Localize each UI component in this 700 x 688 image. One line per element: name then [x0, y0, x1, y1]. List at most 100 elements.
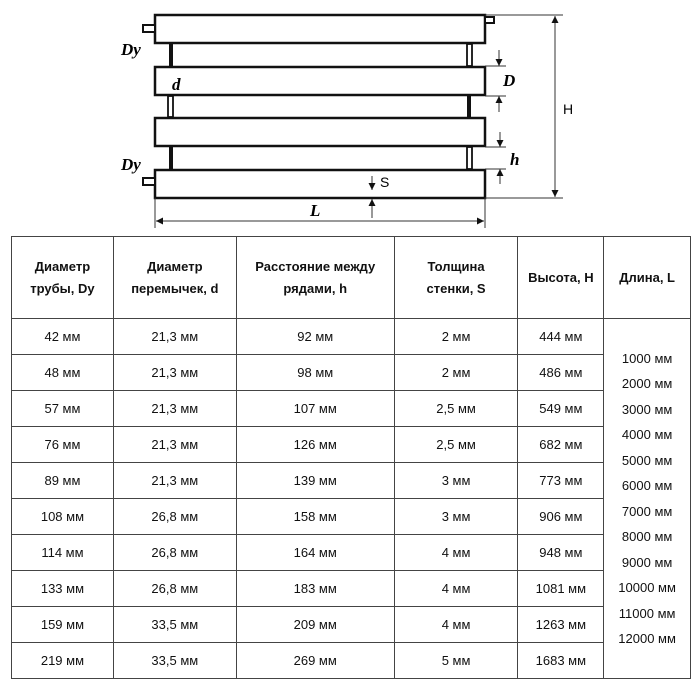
cell-jumper-diameter: 26,8 мм	[112, 498, 237, 535]
cell-jumper-diameter: 26,8 мм	[112, 534, 237, 571]
cell-pipe-diameter: 159 мм	[11, 606, 114, 643]
length-value: 7000 мм	[621, 503, 673, 519]
jumper	[466, 146, 473, 170]
cell-height: 906 мм	[517, 498, 605, 535]
length-value: 11000 мм	[618, 605, 676, 621]
cell-jumper-diameter: 21,3 мм	[112, 390, 237, 427]
cell-jumper-diameter: 21,3 мм	[112, 318, 237, 355]
cell-wall-thickness: 2 мм	[393, 354, 519, 391]
cell-pipe-diameter: 219 мм	[11, 642, 114, 679]
cell-row-spacing: 158 мм	[235, 498, 395, 535]
cell-jumper-diameter: 21,3 мм	[112, 426, 237, 463]
cell-height: 486 мм	[517, 354, 605, 391]
pipe-2	[153, 65, 487, 97]
cell-wall-thickness: 4 мм	[393, 534, 519, 571]
cell-jumper-diameter: 21,3 мм	[112, 354, 237, 391]
table-row: 89 мм 21,3 мм 139 мм 3 мм 773 мм	[11, 462, 691, 499]
pipe-1	[153, 13, 487, 45]
specs-table: Диаметр трубы, Dy Диаметр перемычек, d Р…	[11, 236, 691, 679]
label-H: H	[563, 101, 573, 117]
label-D: D	[502, 71, 515, 90]
jumper	[167, 95, 174, 118]
table-row: 133 мм 26,8 мм 183 мм 4 мм 1081 мм	[11, 570, 691, 607]
length-value: 10000 мм	[618, 580, 676, 595]
header-length: Длина, L	[603, 236, 691, 319]
cell-row-spacing: 98 мм	[235, 354, 395, 391]
cell-row-spacing: 183 мм	[235, 570, 395, 607]
cell-pipe-diameter: 114 мм	[11, 534, 114, 571]
radiator-diagram: Dy Dy d D H h S L	[120, 13, 573, 228]
cell-wall-thickness: 2 мм	[393, 318, 519, 355]
length-value: 5000 мм	[621, 452, 673, 468]
cell-pipe-diameter: 89 мм	[11, 462, 114, 499]
cell-row-spacing: 209 мм	[235, 606, 395, 643]
cell-row-spacing: 126 мм	[235, 426, 395, 463]
nipple-top-right	[484, 16, 495, 24]
cell-wall-thickness: 4 мм	[393, 570, 519, 607]
header-row: Диаметр трубы, Dy Диаметр перемычек, d Р…	[11, 236, 691, 319]
length-value: 1000 мм	[621, 350, 673, 366]
cell-pipe-diameter: 108 мм	[11, 498, 114, 535]
cell-wall-thickness: 4 мм	[393, 606, 519, 643]
cell-row-spacing: 269 мм	[235, 642, 395, 679]
table-row: 219 мм 33,5 мм 269 мм 5 мм 1683 мм	[11, 642, 691, 679]
cell-height: 444 мм	[517, 318, 605, 355]
cell-row-spacing: 107 мм	[235, 390, 395, 427]
table-row: 159 мм 33,5 мм 209 мм 4 мм 1263 мм	[11, 606, 691, 643]
cell-pipe-diameter: 133 мм	[11, 570, 114, 607]
cell-jumper-diameter: 33,5 мм	[112, 606, 237, 643]
jumper	[169, 44, 173, 66]
header-jumper-diameter: Диаметр перемычек, d	[112, 236, 237, 319]
cell-height: 773 мм	[517, 462, 605, 499]
cell-height: 1683 мм	[517, 642, 605, 679]
label-L: L	[309, 201, 320, 220]
header-pipe-diameter: Диаметр трубы, Dy	[11, 236, 114, 319]
nipple-top-left	[142, 24, 156, 33]
cell-wall-thickness: 3 мм	[393, 498, 519, 535]
cell-jumper-diameter: 21,3 мм	[112, 462, 237, 499]
cell-jumper-diameter: 26,8 мм	[112, 570, 237, 607]
cell-pipe-diameter: 42 мм	[11, 318, 114, 355]
jumper	[169, 147, 173, 169]
header-row-spacing: Расстояние между рядами, h	[235, 236, 395, 319]
cell-row-spacing: 139 мм	[235, 462, 395, 499]
cell-wall-thickness: 3 мм	[393, 462, 519, 499]
table-row: 42 мм 21,3 мм 92 мм 2 мм 444 мм 1000 мм 2000 м…	[11, 318, 691, 679]
label-dy-top: Dy	[120, 40, 141, 59]
cell-pipe-diameter: 48 мм	[11, 354, 114, 391]
cell-jumper-diameter: 33,5 мм	[112, 642, 237, 679]
length-value: 8000 мм	[621, 529, 673, 544]
cell-pipe-diameter: 57 мм	[11, 390, 114, 427]
length-value: 12000 мм	[618, 631, 676, 646]
length-value: 3000 мм	[621, 401, 673, 417]
cell-pipe-diameter: 76 мм	[11, 426, 114, 463]
length-value: 9000 мм	[621, 554, 673, 570]
nipple-bottom-left	[142, 177, 156, 186]
cell-row-spacing: 92 мм	[235, 318, 395, 355]
cell-height: 682 мм	[517, 426, 605, 463]
label-h: h	[510, 150, 519, 169]
table-row: 48 мм 21,3 мм 98 мм 2 мм 486 мм	[11, 354, 691, 391]
cell-wall-thickness: 2,5 мм	[393, 426, 519, 463]
table-row: 57 мм 21,3 мм 107 мм 2,5 мм 549 мм	[11, 390, 691, 427]
pipe-4	[153, 168, 487, 200]
table-row: 114 мм 26,8 мм 164 мм 4 мм 948 мм	[11, 534, 691, 571]
jumper	[466, 43, 473, 67]
table-row: 76 мм 21,3 мм 126 мм 2,5 мм 682 мм	[11, 426, 691, 463]
cell-height: 948 мм	[517, 534, 605, 571]
cell-height: 549 мм	[517, 390, 605, 427]
header-wall-thickness: Толщина стенки, S	[393, 236, 519, 319]
cell-height: 1263 мм	[517, 606, 605, 643]
jumper	[467, 96, 471, 117]
length-value: 4000 мм	[621, 427, 673, 442]
cell-wall-thickness: 5 мм	[393, 642, 519, 679]
cell-height: 1081 мм	[517, 570, 605, 607]
table-row: 108 мм 26,8 мм 158 мм 3 мм 906 мм	[11, 498, 691, 535]
label-dy-bottom: Dy	[120, 155, 141, 174]
pipe-3	[153, 116, 487, 148]
length-value: 2000 мм	[621, 376, 673, 391]
label-d: d	[172, 75, 181, 94]
cell-wall-thickness: 2,5 мм	[393, 390, 519, 427]
cell-lengths: 1000 мм 2000 мм 3000 мм 4000 мм 5000 мм 6000 …	[603, 318, 691, 679]
length-value: 6000 мм	[621, 478, 673, 493]
